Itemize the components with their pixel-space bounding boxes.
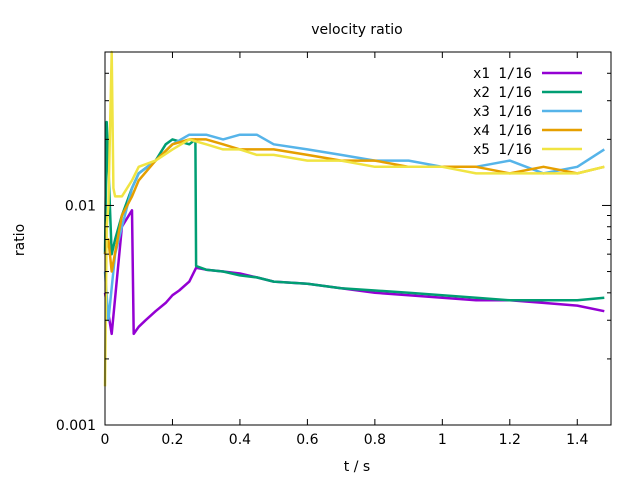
series-line-4 bbox=[103, 138, 605, 273]
legend: x1 1/16 x2 1/16 x3 1/16 x4 1/16 x5 1/16 bbox=[473, 66, 582, 158]
x-tick-label: 0.2 bbox=[161, 432, 183, 448]
series-layer bbox=[103, 50, 605, 387]
x-tick-label: 1.4 bbox=[566, 432, 588, 448]
plot-frame bbox=[104, 51, 612, 426]
tick-layer: 0 0.2 0.4 0.6 0.8 1 1.2 1.4 0.001 0.01 bbox=[56, 51, 611, 448]
x-tick-label: 0 bbox=[101, 432, 110, 448]
y-tick-label: 0.01 bbox=[65, 198, 96, 214]
x-tick-label: 0.6 bbox=[296, 432, 318, 448]
series-line-1 bbox=[103, 209, 605, 336]
legend-label: x5 1/16 bbox=[473, 142, 532, 158]
x-tick-label: 1 bbox=[438, 432, 447, 448]
chart-title: velocity ratio bbox=[311, 22, 402, 38]
legend-label: x3 1/16 bbox=[473, 104, 532, 120]
x-tick-label: 0.8 bbox=[364, 432, 386, 448]
y-axis-label: ratio bbox=[12, 224, 28, 256]
series-line-3 bbox=[103, 133, 605, 322]
legend-label: x2 1/16 bbox=[473, 85, 532, 101]
x-tick-label: 0.4 bbox=[229, 432, 251, 448]
x-axis-label: t / s bbox=[344, 459, 370, 475]
y-tick-label: 0.001 bbox=[56, 418, 96, 434]
series-line-2 bbox=[103, 120, 605, 302]
series-line-5 bbox=[103, 50, 605, 387]
legend-label: x4 1/16 bbox=[473, 123, 532, 139]
legend-label: x1 1/16 bbox=[473, 66, 532, 82]
x-tick-label: 1.2 bbox=[499, 432, 521, 448]
